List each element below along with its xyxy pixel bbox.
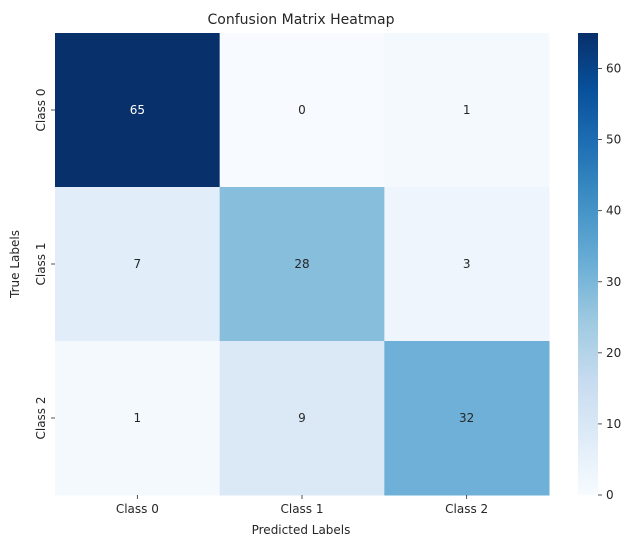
- y-axis-label: True Labels: [8, 230, 22, 299]
- heatmap-cell: [55, 187, 221, 342]
- colorbar-tick-label: 50: [606, 133, 621, 147]
- heatmap-cell: [55, 33, 221, 188]
- x-axis-label: Predicted Labels: [252, 523, 351, 537]
- cell-value-label: 0: [298, 103, 306, 117]
- y-tick-label: Class 1: [34, 242, 48, 285]
- heatmap-cell: [384, 187, 550, 342]
- colorbar-ticks: 0 10 20 30 40 50 60: [598, 62, 621, 502]
- cell-value-label: 9: [298, 411, 306, 425]
- heatmap-cell: [219, 341, 385, 496]
- colorbar-tick-label: 40: [606, 204, 621, 218]
- x-tick-label: Class 1: [280, 502, 323, 516]
- heatmap-cell: [384, 341, 550, 496]
- heatmap-cell: [384, 33, 550, 188]
- colorbar: [578, 33, 598, 495]
- heatmap-cell-labels: 65 0 1 7 28 3 1 9 32: [130, 103, 475, 425]
- y-tick-label: Class 2: [34, 396, 48, 439]
- x-axis-ticks: Class 0 Class 1 Class 2: [116, 495, 488, 516]
- y-axis-ticks: Class 0 Class 1 Class 2: [34, 88, 55, 440]
- cell-value-label: 65: [130, 103, 145, 117]
- x-tick-label: Class 2: [445, 502, 488, 516]
- heatmap-cell: [219, 33, 385, 188]
- heatmap-cell: [55, 341, 221, 496]
- heatmap-cell: [219, 187, 385, 342]
- colorbar-tick-label: 60: [606, 62, 621, 76]
- cell-value-label: 28: [294, 257, 309, 271]
- colorbar-tick-label: 0: [606, 488, 614, 502]
- heatmap-cells: [55, 33, 550, 496]
- colorbar-tick-label: 30: [606, 275, 621, 289]
- cell-value-label: 3: [463, 257, 471, 271]
- cell-value-label: 1: [463, 103, 471, 117]
- x-tick-label: Class 0: [116, 502, 159, 516]
- y-tick-label: Class 0: [34, 88, 48, 131]
- cell-value-label: 32: [459, 411, 474, 425]
- cell-value-label: 1: [134, 411, 142, 425]
- colorbar-tick-label: 20: [606, 346, 621, 360]
- cell-value-label: 7: [134, 257, 142, 271]
- colorbar-tick-label: 10: [606, 417, 621, 431]
- chart-title: Confusion Matrix Heatmap: [208, 12, 395, 28]
